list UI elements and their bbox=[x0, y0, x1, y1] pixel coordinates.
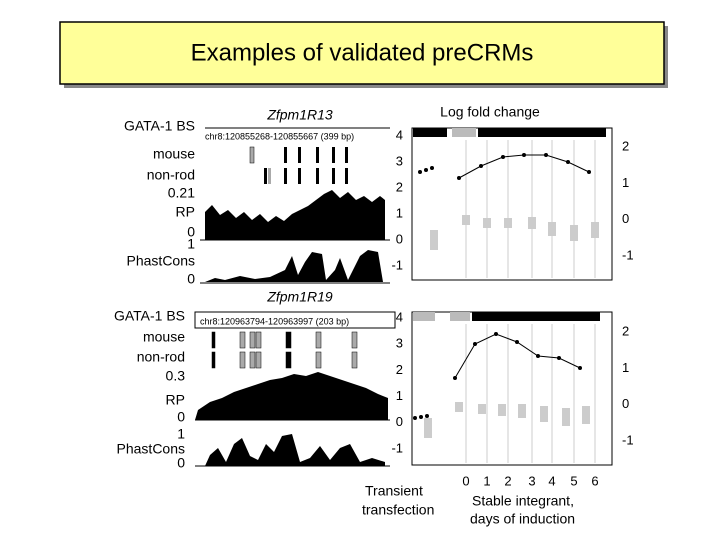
rp-profile bbox=[205, 190, 385, 240]
coords: chr8:120963794-120963997 (203 bp) bbox=[200, 316, 349, 326]
rp-min: 0 bbox=[177, 409, 185, 425]
pc-label: PhastCons bbox=[127, 253, 195, 269]
rp-label: RP bbox=[176, 204, 195, 220]
right-tick-label: 0 bbox=[622, 211, 629, 226]
left-tick-label: 4 bbox=[396, 309, 403, 324]
left-tick-label: 3 bbox=[396, 153, 403, 168]
left-tick-label: 0 bbox=[396, 414, 403, 429]
rp-max: 0.3 bbox=[166, 368, 186, 384]
row-label: mouse bbox=[153, 146, 195, 162]
boxes bbox=[430, 215, 599, 250]
row-label: mouse bbox=[143, 329, 185, 345]
x-tick-label: 5 bbox=[570, 473, 577, 488]
header-bar bbox=[472, 312, 600, 321]
right-tick-label: 1 bbox=[622, 175, 629, 190]
slide-title: Examples of validated preCRMs bbox=[191, 39, 534, 66]
right-tick-label: -1 bbox=[622, 432, 634, 447]
gata-label: GATA-1 BS bbox=[114, 308, 185, 324]
left-tick-label: 2 bbox=[396, 179, 403, 194]
header-bar bbox=[413, 312, 435, 321]
x-label-left: Transient bbox=[365, 483, 423, 499]
x-label-left: transfection bbox=[362, 502, 434, 518]
fold-panel-2 bbox=[411, 311, 613, 466]
trend-points bbox=[413, 332, 582, 420]
coords-box bbox=[194, 311, 396, 329]
element-name: Zfpm1R13 bbox=[266, 107, 333, 123]
row-label: non-rod bbox=[137, 349, 185, 365]
rp-min: 0 bbox=[187, 224, 195, 240]
pc-min: 0 bbox=[187, 271, 195, 287]
x-label-right: Stable integrant, bbox=[472, 493, 574, 509]
right-tick-label: -1 bbox=[622, 247, 634, 262]
right-tick-label: 1 bbox=[622, 360, 629, 375]
gata-label: GATA-1 BS bbox=[124, 118, 195, 134]
header-bar bbox=[450, 312, 470, 321]
pc-profile bbox=[205, 250, 383, 282]
row-label: non-rod bbox=[147, 167, 195, 183]
lane-lines bbox=[465, 140, 596, 278]
coords: chr8:120855268-120855667 (399 bp) bbox=[205, 131, 354, 141]
left-tick-label: 2 bbox=[396, 362, 403, 377]
left-tick-label: -1 bbox=[391, 257, 403, 272]
left-tick-label: 0 bbox=[396, 231, 403, 246]
track-panel-1: Zfpm1R13 GATA-1 BS chr8:120855268-120855… bbox=[124, 107, 390, 287]
pc-max: 1 bbox=[187, 236, 195, 252]
x-tick-label: 0 bbox=[462, 473, 469, 488]
x-tick-label: 6 bbox=[591, 473, 598, 488]
left-tick-label: 4 bbox=[396, 127, 403, 142]
boxes bbox=[424, 402, 590, 438]
lane-lines bbox=[465, 324, 596, 463]
track-panel-2: Zfpm1R19 GATA-1 BS chr8:120963794-120963… bbox=[114, 289, 396, 471]
fold-title: Log fold change bbox=[440, 104, 540, 120]
pc-max: 1 bbox=[177, 426, 185, 442]
pc-profile bbox=[205, 434, 385, 466]
left-tick-label: 3 bbox=[396, 336, 403, 351]
title-box bbox=[59, 21, 665, 85]
fold-panel-1 bbox=[411, 127, 613, 281]
x-tick-label: 4 bbox=[548, 473, 555, 488]
right-tick-label: 0 bbox=[622, 396, 629, 411]
x-tick-label: 3 bbox=[528, 473, 535, 488]
header-bar bbox=[478, 128, 606, 137]
x-tick-label: 1 bbox=[483, 473, 490, 488]
x-label-right: days of induction bbox=[470, 511, 575, 527]
alignment-blocks bbox=[249, 146, 348, 184]
element-name: Zfpm1R19 bbox=[266, 289, 333, 305]
header-bar bbox=[452, 128, 476, 137]
x-tick-label: 2 bbox=[504, 473, 511, 488]
left-tick-label: 1 bbox=[396, 388, 403, 403]
header-bar bbox=[413, 128, 447, 137]
pc-label: PhastCons bbox=[117, 441, 185, 457]
alignment-blocks bbox=[211, 331, 358, 369]
rp-profile bbox=[195, 372, 388, 420]
left-tick-label: -1 bbox=[391, 440, 403, 455]
trend-points bbox=[418, 153, 591, 180]
right-tick-label: 2 bbox=[622, 323, 629, 338]
rp-max: 0.21 bbox=[168, 185, 195, 201]
left-tick-label: 1 bbox=[396, 205, 403, 220]
rp-label: RP bbox=[166, 392, 185, 408]
pc-min: 0 bbox=[177, 455, 185, 471]
right-tick-label: 2 bbox=[622, 138, 629, 153]
